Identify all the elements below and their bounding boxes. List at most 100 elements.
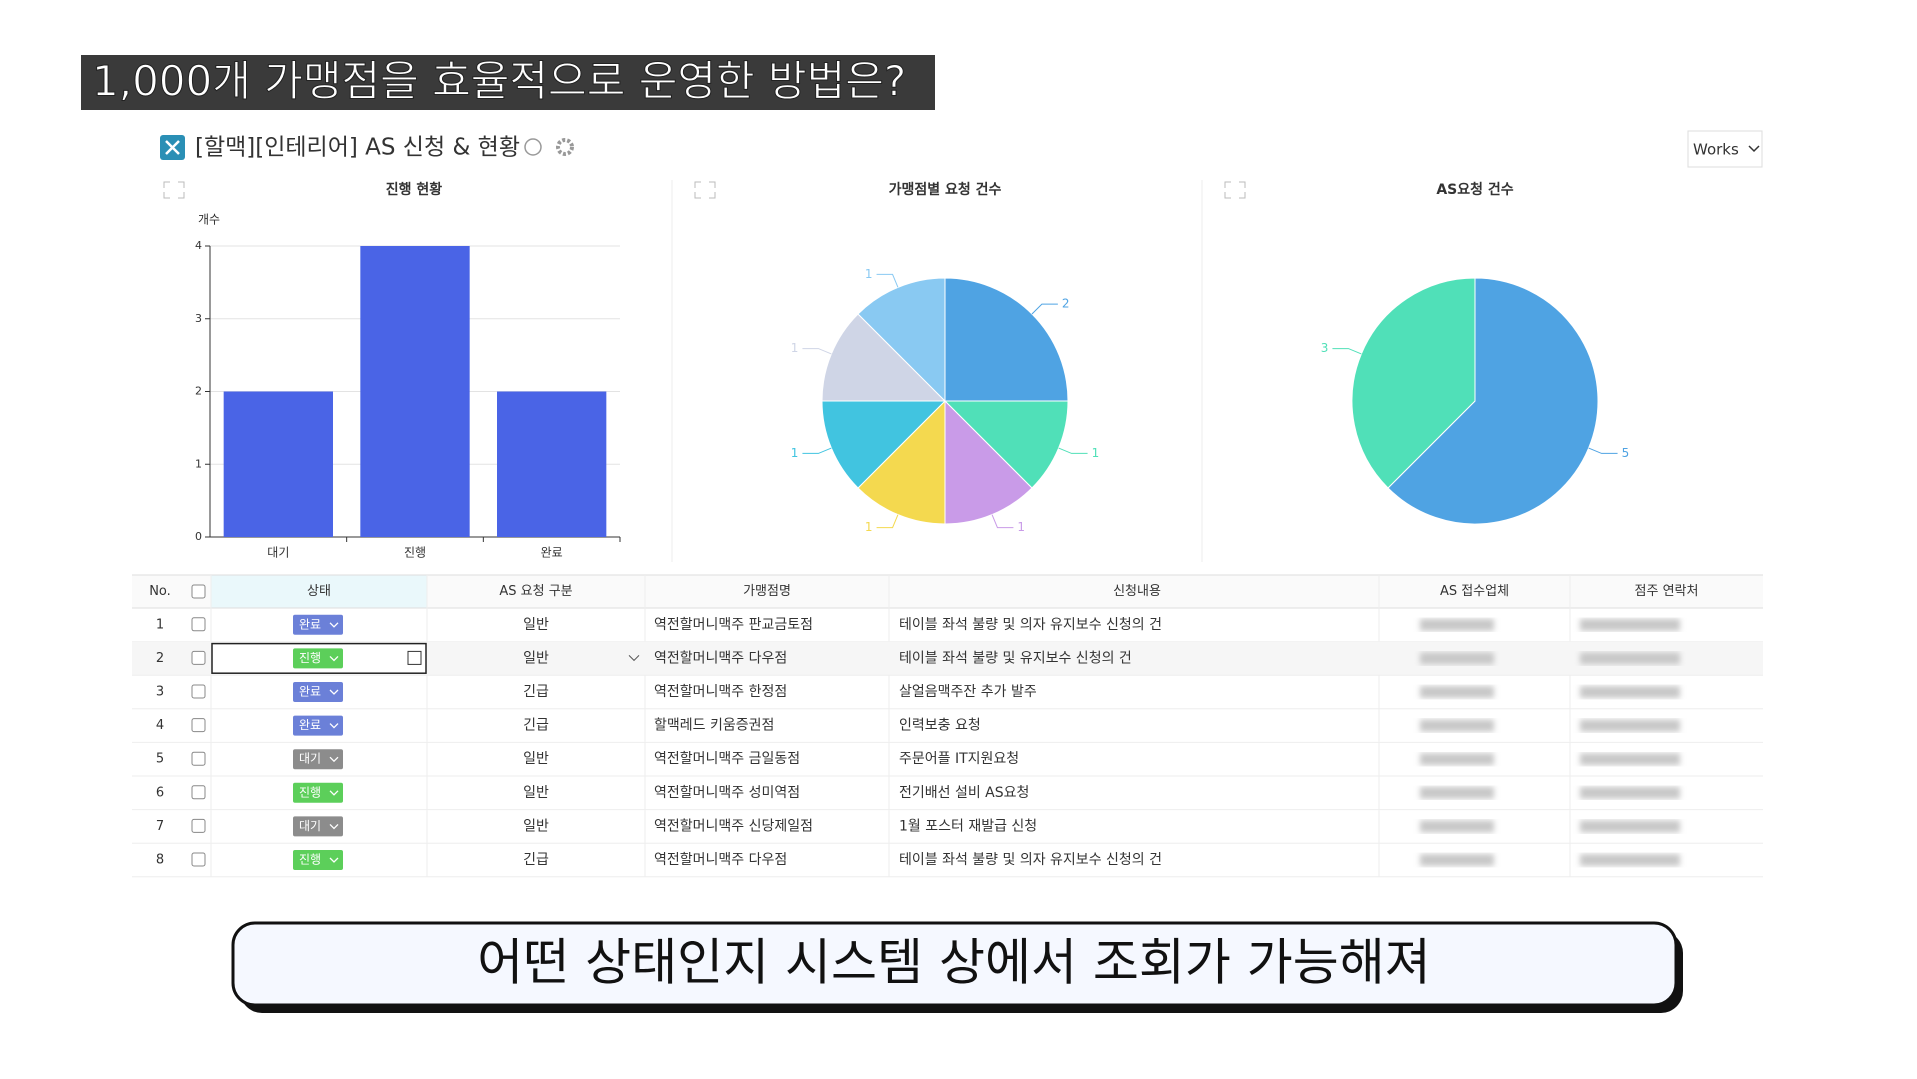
column-header: AS 요청 구분 [499, 584, 572, 599]
status-label: 대기 [299, 752, 321, 766]
status-label: 대기 [299, 819, 321, 833]
pie-label: 5 [1622, 446, 1630, 460]
works-select-label: Works [1693, 141, 1739, 159]
pie-slice [857, 277, 946, 403]
chart-title: 가맹점별 요청 건수 [889, 181, 1002, 198]
status-arrow [329, 756, 339, 763]
y-tick-label: 2 [195, 385, 202, 398]
status-label: 진행 [299, 650, 321, 665]
column-header: AS 접수업체 [1440, 584, 1509, 599]
expand-icon[interactable] [163, 181, 185, 199]
pie-slice [857, 399, 946, 525]
y-tick-label: 3 [195, 312, 202, 325]
blurred-cell [1420, 652, 1494, 665]
blurred-cell [1420, 753, 1494, 766]
row-checkbox[interactable] [191, 718, 206, 733]
row-checkbox[interactable] [191, 751, 206, 766]
chart-title: 진행 현황 [386, 181, 443, 198]
label-leader [876, 514, 899, 529]
status-badge[interactable] [293, 648, 343, 669]
blurred-cell [1580, 618, 1680, 631]
cell: 역전할머니맥주 성미역점 [654, 785, 800, 801]
blurred-cell [1580, 786, 1680, 799]
widget-title: [할맥][인테리어] AS 신청 & 현황 [195, 135, 520, 161]
cell: 전기배선 설비 AS요청 [899, 785, 1029, 801]
cell: 할맥레드 키움증권점 [654, 718, 774, 734]
status-label: 진행 [299, 852, 321, 867]
headline-box [81, 55, 935, 110]
blurred-cell [1420, 854, 1494, 866]
pie-slice [943, 400, 1069, 489]
label-leader [1031, 303, 1058, 315]
blurred-cell [1580, 719, 1680, 732]
row-checkbox[interactable] [191, 852, 206, 867]
status-badge[interactable] [293, 782, 343, 803]
status-arrow [329, 857, 339, 863]
pie-label: 1 [1017, 520, 1025, 534]
blurred-cell [1580, 652, 1680, 665]
column-header: 신청내용 [1113, 584, 1161, 599]
pie-label: 1 [1092, 446, 1100, 460]
select-arrow [1748, 145, 1760, 153]
type-dropdown-arrow[interactable] [628, 655, 640, 662]
cell-action-icon[interactable] [407, 650, 422, 665]
bar [360, 246, 470, 537]
status-badge[interactable] [293, 749, 343, 770]
y-tick-label: 1 [195, 457, 202, 470]
info-icon[interactable] [524, 138, 542, 156]
cell: 살얼음맥주잔 추가 발주 [899, 684, 1037, 700]
column-header: 가맹점명 [743, 584, 791, 599]
blurred-cell [1580, 753, 1680, 766]
label-leader [1588, 447, 1618, 454]
status-arrow [329, 823, 339, 830]
row-checkbox[interactable] [191, 617, 206, 632]
status-label: 완료 [299, 617, 321, 631]
row-checkbox[interactable] [191, 818, 206, 833]
row-number: 5 [156, 752, 164, 767]
header-checkbox[interactable] [191, 584, 206, 599]
x-tick-label: 완료 [541, 546, 563, 560]
row-checkbox[interactable] [191, 785, 206, 800]
label-leader [991, 514, 1014, 529]
blurred-cell [1420, 820, 1494, 833]
expand-icon[interactable] [1224, 181, 1246, 199]
status-badge[interactable] [293, 614, 343, 635]
status-badge[interactable] [293, 682, 343, 702]
status-badge[interactable] [293, 816, 343, 837]
blurred-cell [1420, 686, 1494, 698]
status-badge[interactable] [293, 850, 343, 870]
cell: 일반 [523, 650, 549, 666]
cell: 인력보충 요청 [899, 718, 981, 734]
pie-slice [944, 399, 1033, 525]
pie-label: 1 [865, 520, 873, 534]
label-leader [876, 273, 899, 288]
pie-label: 1 [791, 446, 799, 460]
cell: 역전할머니맥주 한정점 [654, 684, 787, 700]
row-checkbox[interactable] [191, 650, 206, 665]
blurred-cell [1420, 786, 1494, 799]
label-leader [1332, 348, 1362, 355]
bar [223, 391, 333, 537]
row-number: 6 [156, 785, 164, 800]
cell: 일반 [523, 751, 549, 767]
cell: 테이블 좌석 불량 및 의자 유지보수 신청의 건 [899, 617, 1162, 633]
settings-icon[interactable] [556, 138, 574, 156]
row-number: 8 [156, 853, 164, 868]
blurred-cell [1420, 618, 1494, 631]
row-number: 1 [156, 617, 164, 632]
pie-slice [944, 277, 1069, 402]
status-badge[interactable] [293, 715, 343, 736]
row-checkbox[interactable] [191, 684, 206, 699]
works-select[interactable] [1687, 130, 1763, 168]
label-leader [802, 447, 832, 454]
column-header: 점주 연락처 [1635, 584, 1699, 599]
expand-icon[interactable] [694, 181, 716, 199]
cell: 일반 [523, 617, 549, 633]
cell: 역전할머니맥주 금일동점 [654, 751, 800, 767]
cell: 역전할머니맥주 신당제일점 [654, 818, 813, 834]
cell: 역전할머니맥주 판교금토점 [654, 617, 813, 633]
status-arrow [329, 723, 339, 729]
